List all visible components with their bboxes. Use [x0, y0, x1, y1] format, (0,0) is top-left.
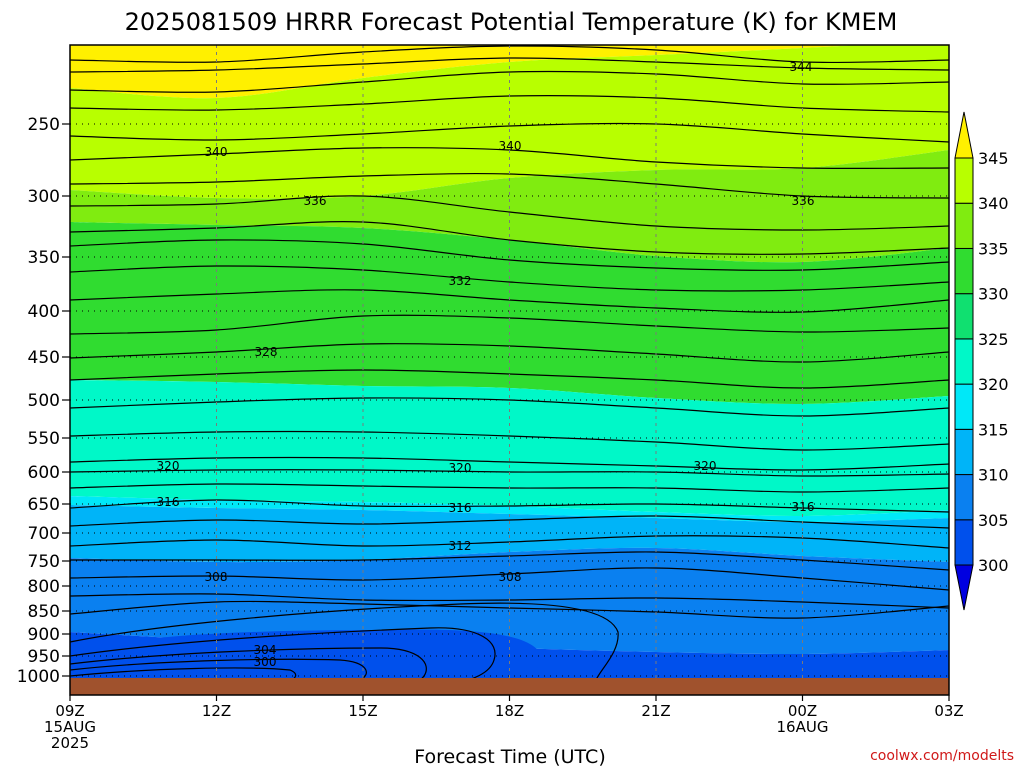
colorbar-tick-label: 305: [978, 511, 1009, 530]
x-tick-sublabel: 15AUG: [44, 718, 96, 736]
credit-text: coolwx.com/modelts: [870, 748, 1014, 764]
y-tick-label: 650: [28, 495, 60, 515]
x-tick-label: 00Z: [788, 702, 817, 720]
contour-label-340: 340: [205, 145, 228, 159]
y-tick-label: 950: [28, 647, 60, 667]
y-tick-label: 1000: [17, 667, 60, 687]
x-tick-sublabel: 16AUG: [777, 718, 829, 736]
colorbar-segment: [954, 519, 974, 566]
colorbar-segment: [954, 202, 974, 249]
colorbar-segment: [954, 247, 974, 295]
x-tick-label: 03Z: [934, 702, 963, 720]
colorbar-tick-label: 310: [978, 466, 1009, 485]
colorbar-tick-label: 330: [978, 285, 1009, 304]
x-tick-label: 15Z: [348, 702, 377, 720]
plot-area: 344 340 340 336 336 332 328 320 320 320 316 316 316 3…: [70, 45, 949, 695]
contour-label-316: 316: [792, 500, 815, 514]
x-tick-label: 12Z: [202, 702, 231, 720]
colorbar-tick-label: 320: [978, 375, 1009, 394]
y-tick-label: 450: [28, 348, 60, 368]
y-tick-label: 250: [28, 115, 60, 135]
y-tick-label: 900: [28, 625, 60, 645]
colorbar-segment: [954, 383, 974, 430]
colorbar-tick-label: 340: [978, 194, 1009, 213]
fill-band-7: [70, 505, 949, 563]
colorbar-segment: [954, 428, 974, 476]
y-tick-label: 850: [28, 602, 60, 622]
fill-band-2: [70, 45, 949, 199]
y-tick-label: 600: [28, 463, 60, 483]
colorbar-segment: [954, 293, 974, 340]
colorbar-tick-label: 315: [978, 420, 1009, 439]
y-tick-label: 500: [28, 391, 60, 411]
colorbar-segment: [954, 157, 974, 204]
fill-band-5: [70, 380, 949, 517]
fill-band-1: [70, 45, 949, 99]
contour-label-320: 320: [694, 459, 717, 473]
contour-label-328: 328: [255, 345, 278, 359]
low-contour-4: [70, 658, 367, 681]
contour-line-3: [70, 70, 949, 93]
contour-label-312: 312: [449, 539, 472, 553]
colorbar-tick-label: 335: [978, 239, 1009, 258]
colorbar: 300 305 310 315 320 325 330 335 340 345: [954, 111, 1009, 611]
colorbar-segment: [954, 474, 974, 521]
contour-label-336: 336: [304, 194, 327, 208]
contour-label-332: 332: [449, 274, 472, 288]
x-tick-label: 09Z: [55, 702, 84, 720]
grid-lines: [70, 45, 949, 695]
y-tick-label: 350: [28, 248, 60, 268]
contour-label-308: 308: [205, 570, 228, 584]
low-contour-5: [70, 667, 297, 683]
contour-label-316: 316: [449, 501, 472, 515]
pressure-axis: 250 300 350 400 450 500 550 600 650 700 750 800 850 9…: [17, 115, 70, 687]
x-tick-label: 18Z: [495, 702, 524, 720]
contour-label-340: 340: [499, 139, 522, 153]
y-tick-label: 700: [28, 524, 60, 544]
y-tick-label: 750: [28, 552, 60, 572]
y-tick-label: 800: [28, 577, 60, 597]
contour-label-308: 308: [499, 570, 522, 584]
contour-label-344: 344: [790, 60, 813, 74]
colorbar-tick-label: 345: [978, 149, 1009, 168]
low-contour-2: [70, 627, 496, 683]
contour-line-5: [70, 122, 949, 143]
chart-title: 2025081509 HRRR Forecast Potential Tempe…: [125, 8, 898, 36]
y-tick-label: 400: [28, 302, 60, 322]
colorbar-extend-bottom: [954, 564, 974, 611]
contour-label-320: 320: [449, 461, 472, 475]
y-tick-label: 300: [28, 187, 60, 207]
contour-label-336: 336: [792, 194, 815, 208]
y-tick-label: 550: [28, 429, 60, 449]
contour-label-320: 320: [157, 459, 180, 473]
low-contour-1: [70, 602, 619, 681]
contour-labels: 344 340 340 336 336 332 328 320 320 320 316 316 316 3…: [157, 60, 815, 669]
colorbar-segment: [954, 338, 974, 385]
contour-label-300: 300: [254, 655, 277, 669]
x-tick-label: 21Z: [641, 702, 670, 720]
contour-label-304: 304: [254, 643, 277, 657]
contour-label-316: 316: [157, 495, 180, 509]
ground-surface: [70, 678, 949, 695]
colorbar-tick-label: 300: [978, 556, 1009, 575]
colorbar-tick-label: 325: [978, 330, 1009, 349]
x-tick-sublabel: 2025: [51, 734, 89, 752]
colorbar-extend-top: [954, 111, 974, 159]
x-axis-label: Forecast Time (UTC): [414, 746, 605, 768]
